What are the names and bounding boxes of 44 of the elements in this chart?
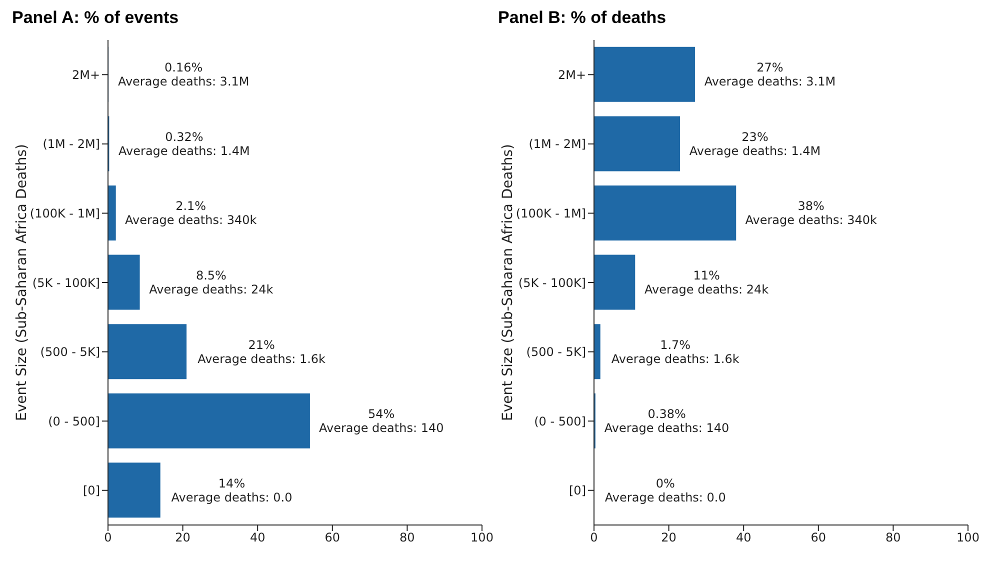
y-axis-title: Event Size (Sub-Saharan Africa Deaths) — [500, 144, 516, 421]
y-tick-label: (100K - 1M] — [30, 206, 100, 220]
y-tick-label: [0] — [83, 484, 100, 498]
y-tick-label: (1M - 2M] — [42, 137, 100, 152]
y-axis-title: Event Size (Sub-Saharan Africa Deaths) — [14, 144, 30, 421]
x-tick-label: 40 — [736, 530, 752, 545]
y-tick-label: (100K - 1M] — [516, 206, 586, 220]
data-label: 38% Average deaths: 340k — [745, 199, 878, 228]
data-label: 14% Average deaths: 0.0 — [171, 476, 292, 504]
x-tick-label: 100 — [956, 530, 980, 545]
y-tick-label: (500 - 5K] — [526, 345, 586, 360]
x-tick-label: 0 — [590, 530, 598, 545]
x-tick-label: 40 — [250, 530, 266, 545]
y-tick-label: (0 - 500] — [534, 414, 586, 428]
data-label: 23% Average deaths: 1.4M — [689, 130, 821, 158]
data-label: 0.32% Average deaths: 1.4M — [118, 130, 250, 158]
data-label: 0.38% Average deaths: 140 — [604, 407, 730, 436]
x-tick-label: 60 — [324, 530, 340, 545]
y-tick-label: (0 - 500] — [48, 414, 100, 428]
data-label: 2.1% Average deaths: 340k — [124, 199, 257, 228]
data-label: 1.7% Average deaths: 1.6k — [611, 338, 740, 366]
chart-title: Panel B: % of deaths — [497, 8, 668, 29]
x-tick-label: 80 — [886, 530, 901, 545]
y-tick-label: [0] — [569, 484, 586, 498]
x-tick-label: 0 — [104, 530, 112, 545]
x-tick-label: 60 — [810, 530, 826, 545]
data-label: 0% Average deaths: 0.0 — [604, 476, 726, 504]
data-label: 11% Average deaths: 24k — [644, 268, 769, 296]
data-label: 27% Average deaths: 3.1M — [704, 60, 836, 89]
data-label: 0.16% Average deaths: 3.1M — [118, 60, 250, 89]
y-tick-label: 2M+ — [558, 68, 586, 82]
x-tick-label: 20 — [661, 530, 676, 545]
y-tick-label: (5K - 100K] — [518, 276, 586, 290]
y-tick-label: 2M+ — [72, 68, 100, 82]
x-tick-label: 100 — [470, 530, 494, 545]
x-tick-label: 20 — [175, 530, 190, 545]
y-tick-label: (1M - 2M] — [528, 137, 586, 152]
y-tick-label: (500 - 5K] — [40, 345, 100, 360]
data-label: 8.5% Average deaths: 24k — [149, 268, 274, 296]
chart-title: Panel A: % of events — [11, 8, 180, 29]
data-label: 54% Average deaths: 140 — [318, 407, 444, 436]
x-tick-label: 80 — [400, 530, 415, 545]
y-tick-label: (5K - 100K] — [32, 276, 100, 290]
data-label: 21% Average deaths: 1.6k — [198, 338, 326, 366]
